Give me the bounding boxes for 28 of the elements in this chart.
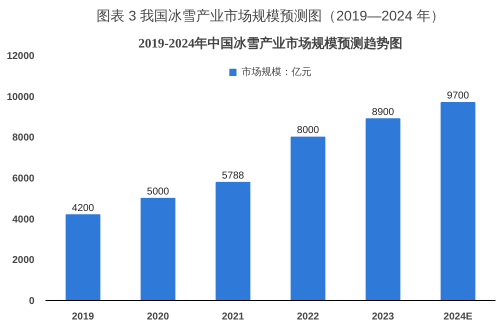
data-label: 8000: [296, 125, 320, 136]
bar: [366, 118, 400, 300]
x-tick-label: 2020: [146, 312, 170, 322]
legend-label: 市场规模：亿元: [242, 66, 312, 79]
x-tick-label: 2024E: [444, 312, 473, 322]
data-label: 9700: [446, 90, 470, 102]
x-tick-label: 2019: [72, 312, 95, 322]
x-tick-label: 2023: [372, 312, 395, 322]
x-tick-label: 2022: [296, 312, 320, 322]
bar: [290, 136, 326, 300]
y-tick-label: 8000: [12, 132, 35, 144]
y-tick-label: 0: [28, 296, 35, 307]
data-label: 4200: [72, 202, 95, 214]
x-tick-label: 2021: [222, 312, 245, 322]
bar: [66, 214, 100, 300]
data-label: 8900: [372, 106, 395, 118]
y-tick-label: 10000: [6, 92, 35, 103]
y-tick-label: 6000: [12, 174, 35, 184]
y-tick-label: 2000: [12, 255, 35, 266]
chart-title: 图表 3 我国冰雪产业市场规模预测图（2019—2024 年）: [96, 8, 444, 24]
chart-subtitle: 2019-2024年中国冰雪产业市场规模预测趋势图: [138, 36, 403, 50]
bar: [140, 198, 176, 300]
data-label: 5000: [146, 186, 170, 198]
y-tick-label: 12000: [6, 51, 35, 62]
y-tick-label: 4000: [12, 214, 35, 226]
data-label: 5788: [222, 170, 245, 182]
bar: [216, 182, 250, 300]
bar: [440, 102, 476, 300]
